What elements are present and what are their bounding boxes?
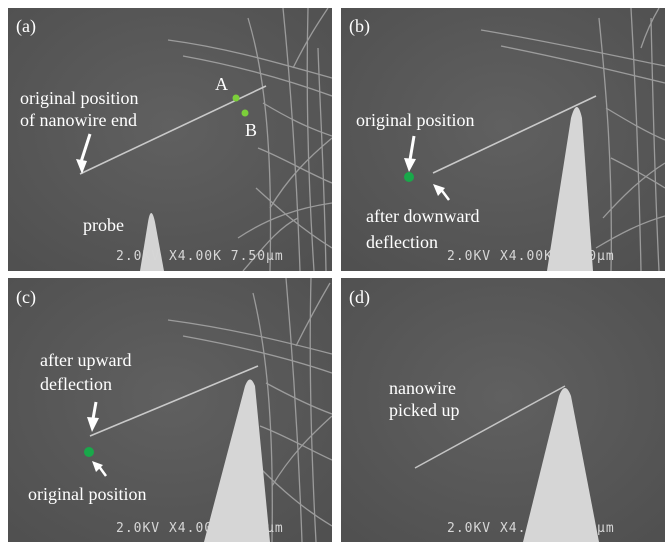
nanowire <box>432 95 597 174</box>
panel-letter: (d) <box>349 287 370 307</box>
after-deflection-label: after downward <box>366 206 480 226</box>
panel-b-sem-image <box>341 8 665 271</box>
panel-d-sem-image <box>341 278 665 542</box>
arrow-icon <box>404 135 416 172</box>
after-deflection-label-line2: deflection <box>40 374 112 394</box>
nanowire-bundle <box>167 278 332 542</box>
point-b-marker <box>241 109 249 117</box>
nanowire-picked-up-label-line2: picked up <box>389 400 460 420</box>
original-position-label-line2: of nanowire end <box>20 110 137 130</box>
sem-databar: 2.0KV X4.00K 7.50μm <box>447 521 615 536</box>
nanowire-bundle <box>167 8 332 271</box>
point-a-marker <box>232 94 240 102</box>
nanowire <box>414 385 566 469</box>
nanowire-picked-up-label: nanowire <box>389 378 456 398</box>
panel-c: (c) after upward deflection original pos… <box>8 278 332 542</box>
probe-tip <box>523 388 599 542</box>
original-position-label: original position <box>20 88 139 108</box>
after-deflection-label-line2: deflection <box>366 232 438 252</box>
panel-letter: (c) <box>16 287 36 307</box>
original-position-marker <box>404 172 414 182</box>
sem-databar: 2.0KV X4.00K 7.50μm <box>116 249 284 264</box>
point-b-label: B <box>245 120 258 140</box>
probe-tip <box>140 213 164 271</box>
arrow-icon <box>92 461 108 477</box>
panel-a-sem-image <box>8 8 332 271</box>
panel-b: (b) original position after downward def… <box>341 8 665 271</box>
arrow-icon <box>87 401 99 432</box>
panel-d: (d) nanowire picked up 2.0KV X4.00K 7.50… <box>341 278 665 542</box>
original-position-label: original position <box>28 484 147 504</box>
sem-databar: 2.0KV X4.00K 7.50μm <box>116 521 284 536</box>
sem-databar: 2.0KV X4.00K 7.50μm <box>447 249 615 264</box>
arrow-icon <box>433 184 450 201</box>
after-deflection-label: after upward <box>40 350 132 370</box>
panel-a: (a) original position of nanowire end A … <box>8 8 332 271</box>
panel-letter: (a) <box>16 16 36 36</box>
original-position-marker <box>84 447 94 457</box>
nanowire-bundle <box>480 8 665 271</box>
panel-c-sem-image <box>8 278 332 542</box>
panel-letter: (b) <box>349 16 370 36</box>
nanowire <box>89 365 259 437</box>
arrow-icon <box>76 133 92 174</box>
probe-tip <box>204 379 270 542</box>
original-position-label: original position <box>356 110 475 130</box>
probe-tip <box>547 107 593 271</box>
point-a-label: A <box>215 74 228 94</box>
probe-label: probe <box>83 215 124 235</box>
